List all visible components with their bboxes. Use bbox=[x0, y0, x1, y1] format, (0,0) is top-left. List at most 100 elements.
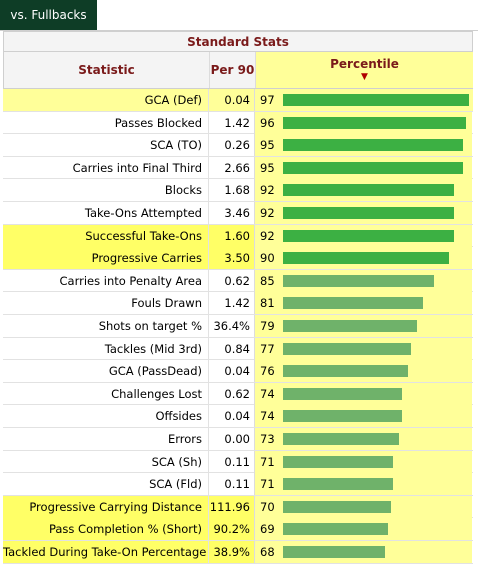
percentile-cell: 92 bbox=[254, 224, 472, 247]
percentile-bar bbox=[283, 139, 463, 152]
percentile-value: 68 bbox=[260, 545, 275, 559]
percentile-bar bbox=[283, 546, 385, 558]
stat-name: GCA (PassDead) bbox=[108, 364, 202, 379]
per90-value: 90.2% bbox=[208, 518, 254, 541]
percentile-cell: 96 bbox=[254, 111, 472, 134]
percentile-bar bbox=[283, 342, 411, 355]
percentile-bar bbox=[283, 252, 449, 265]
table-row: Blocks 1.68 92 bbox=[3, 179, 473, 202]
percentile-cell: 79 bbox=[254, 315, 472, 337]
percentile-cell: 77 bbox=[254, 337, 472, 360]
percentile-value: 92 bbox=[260, 206, 275, 220]
percentile-bar bbox=[283, 523, 388, 536]
percentile-bar bbox=[283, 478, 393, 491]
per90-value: 0.04 bbox=[208, 89, 254, 111]
per90-value: 1.68 bbox=[208, 179, 254, 202]
per90-value: 0.84 bbox=[208, 337, 254, 360]
per90-value: 0.00 bbox=[208, 428, 254, 450]
table-row: Shots on target % 36.4% 79 bbox=[3, 315, 473, 338]
percentile-value: 95 bbox=[260, 138, 275, 153]
table-row: Take-Ons Attempted 3.46 92 bbox=[3, 202, 473, 225]
per90-value: 3.46 bbox=[208, 202, 254, 224]
percentile-value: 77 bbox=[260, 341, 275, 356]
per90-value: 111.96 bbox=[208, 495, 254, 518]
stat-name: GCA (Def) bbox=[144, 93, 202, 107]
percentile-bar bbox=[283, 161, 463, 174]
percentile-value: 97 bbox=[260, 93, 275, 107]
percentile-bar bbox=[283, 116, 466, 129]
percentile-value: 71 bbox=[260, 454, 275, 469]
percentile-value: 74 bbox=[260, 386, 275, 401]
percentile-cell: 90 bbox=[254, 247, 472, 270]
stat-name: Carries into Penalty Area bbox=[59, 273, 203, 288]
tab-underline bbox=[0, 30, 478, 31]
stat-name: SCA (Fld) bbox=[149, 477, 202, 492]
table-row: Progressive Carrying Distance 111.96 70 bbox=[3, 495, 473, 519]
stat-name: Tackled During Take-On Percentage bbox=[3, 541, 208, 563]
per90-value: 1.42 bbox=[208, 292, 254, 315]
percentile-bar bbox=[283, 365, 408, 378]
stat-name: Offsides bbox=[155, 409, 202, 424]
table-row: Pass Completion % (Short) 90.2% 69 bbox=[3, 518, 473, 541]
table-row: Challenges Lost 0.62 74 bbox=[3, 382, 473, 406]
percentile-value: 92 bbox=[260, 183, 275, 198]
percentile-bar bbox=[283, 455, 393, 468]
percentile-bar bbox=[283, 229, 454, 242]
table-row: Offsides 0.04 74 bbox=[3, 405, 473, 428]
per90-value: 3.50 bbox=[208, 247, 254, 270]
column-header-statistic[interactable]: Statistic bbox=[78, 63, 135, 77]
percentile-cell: 71 bbox=[254, 473, 472, 496]
percentile-cell: 68 bbox=[254, 541, 472, 563]
percentile-cell: 85 bbox=[254, 269, 472, 292]
stat-name: Tackles (Mid 3rd) bbox=[104, 341, 202, 356]
per90-value: 1.42 bbox=[208, 111, 254, 134]
stat-name: Progressive Carries bbox=[3, 247, 208, 270]
per90-value: 38.9% bbox=[208, 541, 254, 563]
table-row: Carries into Final Third 2.66 95 bbox=[3, 156, 473, 180]
percentile-cell: 70 bbox=[254, 495, 472, 518]
percentile-bar bbox=[283, 184, 454, 197]
per90-value: 0.11 bbox=[208, 473, 254, 496]
percentile-cell: 69 bbox=[254, 518, 472, 541]
table-row: Successful Take-Ons 1.60 92 bbox=[3, 224, 473, 248]
percentile-cell: 95 bbox=[254, 156, 472, 179]
percentile-bar bbox=[283, 433, 399, 445]
percentile-bar bbox=[283, 274, 434, 287]
percentile-value: 70 bbox=[260, 499, 275, 514]
percentile-value: 90 bbox=[260, 251, 275, 266]
percentile-value: 95 bbox=[260, 160, 275, 175]
percentile-value: 96 bbox=[260, 115, 275, 130]
percentile-cell: 92 bbox=[254, 202, 472, 224]
percentile-value: 71 bbox=[260, 477, 275, 492]
percentile-cell: 81 bbox=[254, 292, 472, 315]
tab-vs-fullbacks[interactable]: vs. Fullbacks bbox=[0, 0, 97, 30]
percentile-cell: 73 bbox=[254, 428, 472, 450]
per90-value: 0.62 bbox=[208, 382, 254, 405]
per90-value: 0.26 bbox=[208, 134, 254, 157]
table-row: GCA (Def) 0.04 97 bbox=[3, 89, 473, 112]
percentile-bar bbox=[283, 297, 423, 310]
per90-value: 0.04 bbox=[208, 360, 254, 383]
percentile-cell: 76 bbox=[254, 360, 472, 383]
column-header-per90[interactable]: Per 90 bbox=[209, 52, 255, 88]
sort-desc-icon: ▼ bbox=[361, 72, 368, 82]
percentile-bar bbox=[283, 320, 417, 332]
percentile-cell: 95 bbox=[254, 134, 472, 157]
percentile-cell: 74 bbox=[254, 405, 472, 428]
stat-name: Errors bbox=[167, 432, 202, 446]
per90-value: 36.4% bbox=[208, 315, 254, 337]
per90-value: 0.62 bbox=[208, 269, 254, 292]
stat-name: SCA (TO) bbox=[150, 138, 202, 153]
percentile-value: 81 bbox=[260, 296, 275, 311]
table-row: Carries into Penalty Area 0.62 85 bbox=[3, 269, 473, 293]
stat-name: Take-Ons Attempted bbox=[84, 206, 202, 220]
percentile-value: 69 bbox=[260, 522, 275, 537]
percentile-header-label: Percentile bbox=[330, 57, 399, 71]
table-row: SCA (TO) 0.26 95 bbox=[3, 134, 473, 157]
percentile-cell: 74 bbox=[254, 382, 472, 405]
table-row: Errors 0.00 73 bbox=[3, 428, 473, 451]
column-header-percentile[interactable]: Percentile ▼ bbox=[255, 52, 473, 88]
per90-value: 1.60 bbox=[208, 224, 254, 247]
percentile-cell: 71 bbox=[254, 450, 472, 473]
stat-name: Passes Blocked bbox=[114, 115, 202, 130]
